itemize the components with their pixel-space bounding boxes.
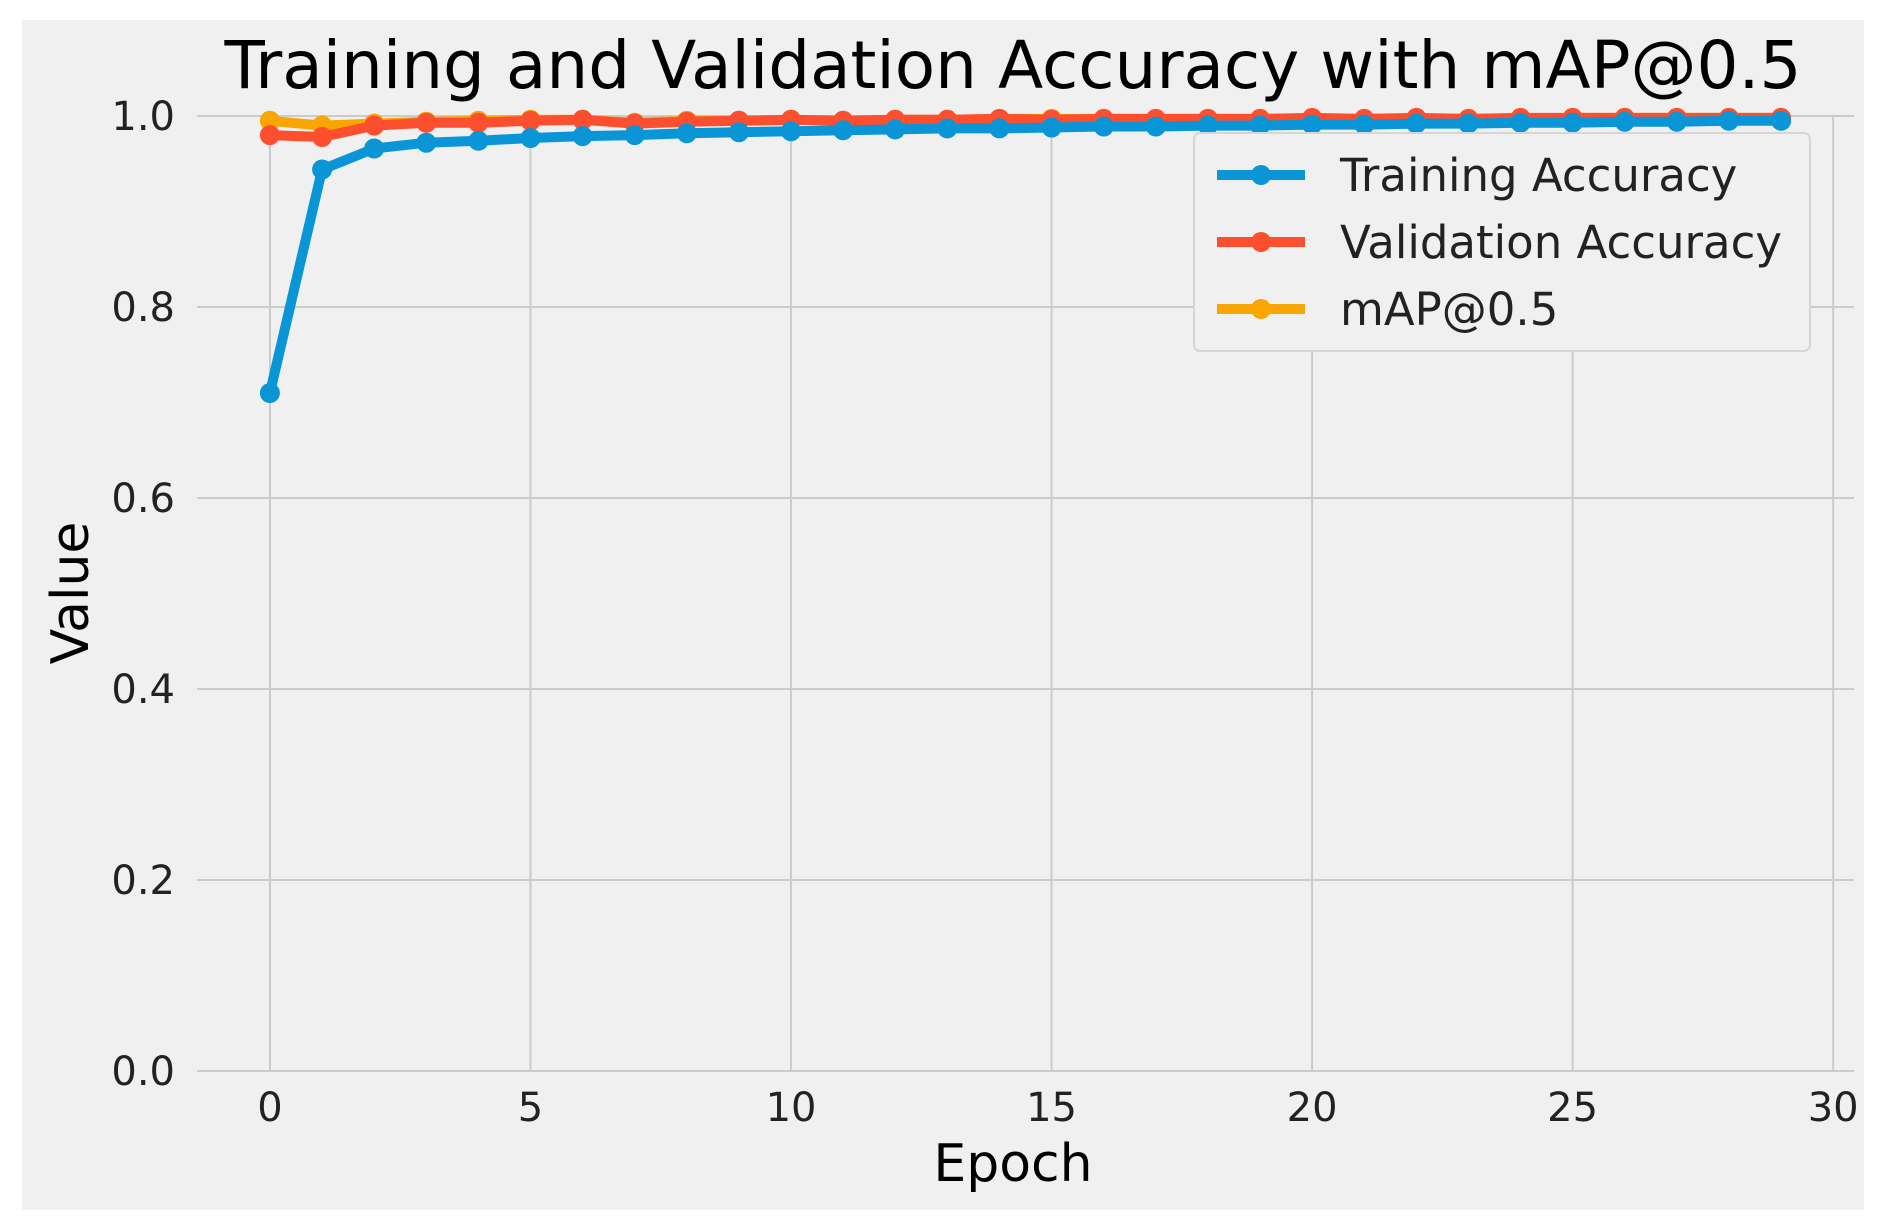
data-point [416, 112, 437, 133]
data-point [312, 159, 333, 180]
data-point [1093, 116, 1114, 137]
legend-label: mAP@0.5 [1340, 283, 1558, 336]
x-tick-label: 10 [766, 1085, 817, 1131]
series-0 [259, 110, 1792, 403]
data-point [259, 383, 280, 403]
series-layer [259, 107, 1792, 403]
data-point [468, 130, 489, 151]
data-point [1666, 111, 1687, 132]
data-point [885, 119, 906, 140]
y-axis-label: Value [41, 522, 101, 665]
data-point [989, 118, 1010, 139]
y-tick-label: 0.4 [111, 667, 175, 713]
data-point [624, 125, 645, 146]
data-point [1614, 111, 1635, 132]
data-point [259, 125, 280, 146]
y-tick-label: 0.2 [111, 858, 175, 904]
data-point [937, 118, 958, 139]
data-point [728, 122, 749, 143]
data-point [572, 126, 593, 147]
y-tick-label: 0.8 [111, 285, 175, 331]
data-point [1458, 113, 1479, 134]
data-point [1718, 110, 1739, 131]
x-axis-label: Epoch [933, 1134, 1092, 1194]
data-point [416, 132, 437, 153]
grid-lines [197, 115, 1854, 1072]
data-point [259, 110, 280, 131]
legend-box [1193, 132, 1811, 352]
legend-swatch-marker [1251, 299, 1271, 319]
x-tick-label: 20 [1287, 1085, 1338, 1131]
data-point [1354, 114, 1375, 135]
data-point [312, 127, 333, 147]
data-point [1302, 114, 1323, 135]
x-tick-label: 0 [257, 1085, 282, 1131]
data-point [468, 112, 489, 133]
x-tick-label: 30 [1808, 1085, 1859, 1131]
data-point [1197, 115, 1218, 136]
y-tick-label: 0.6 [111, 476, 175, 522]
legend-swatch-marker [1251, 232, 1271, 252]
data-point [364, 115, 385, 136]
data-point [833, 120, 854, 141]
data-point [520, 128, 541, 148]
data-point [364, 138, 385, 159]
legend-label: Validation Accuracy [1340, 216, 1782, 269]
y-tick-label: 0.0 [111, 1049, 175, 1095]
axis-ticks: 0 5 10 15 20 25 30 0.0 0.2 0.4 0.6 0.8 1.0 [111, 94, 1858, 1131]
chart-canvas: Training and Validation Accuracy with mA… [41, 27, 1859, 1194]
legend: Training Accuracy Validation Accuracy mAP@… [1193, 132, 1811, 352]
data-point [572, 109, 593, 130]
y-tick-label: 1.0 [111, 94, 175, 140]
x-tick-label: 25 [1547, 1085, 1598, 1131]
legend-label: Training Accuracy [1339, 149, 1737, 202]
data-point [1510, 112, 1531, 133]
data-point [1041, 117, 1062, 138]
data-point [781, 121, 801, 142]
data-point [1406, 113, 1427, 134]
data-point [520, 110, 541, 131]
x-tick-label: 5 [518, 1085, 543, 1131]
legend-swatch-marker [1251, 165, 1271, 185]
data-point [1250, 115, 1270, 136]
data-point [676, 123, 697, 144]
chart-title: Training and Validation Accuracy with mA… [224, 27, 1802, 104]
data-point [1145, 116, 1166, 137]
chart-figure: Training and Validation Accuracy with mA… [22, 20, 1864, 1210]
data-point [1562, 112, 1583, 133]
data-point [1771, 110, 1792, 131]
x-tick-label: 15 [1026, 1085, 1077, 1131]
